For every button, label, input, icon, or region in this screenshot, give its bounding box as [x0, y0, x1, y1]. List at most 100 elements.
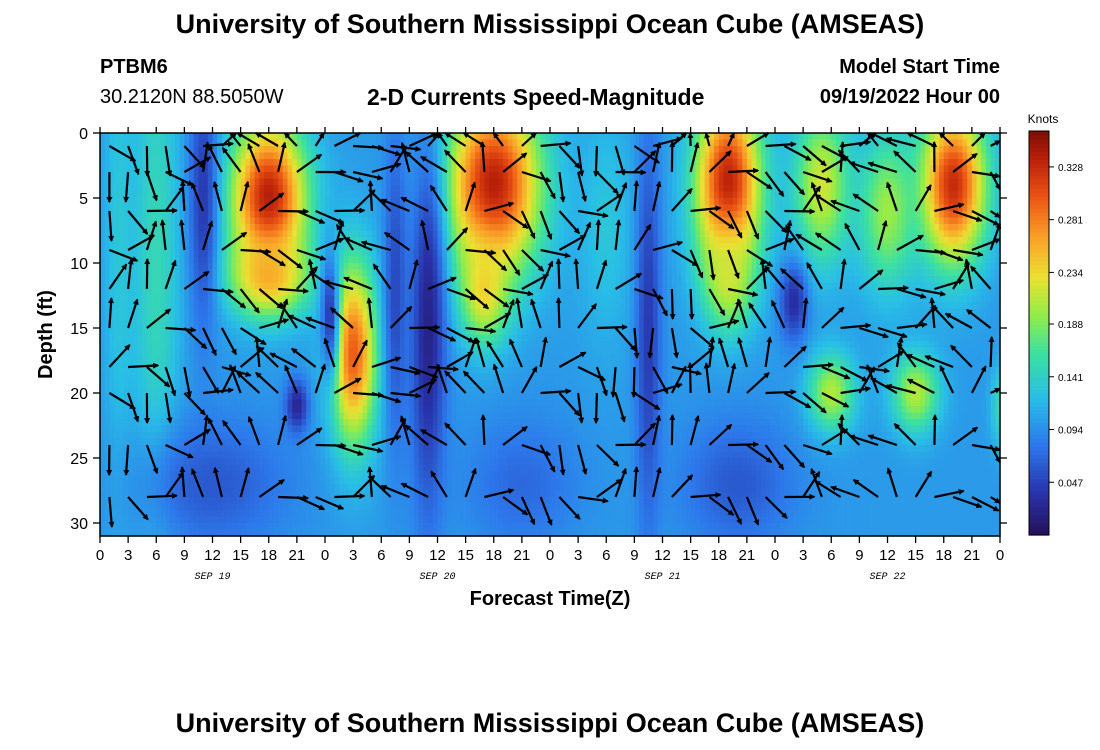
heat-cell	[193, 315, 200, 323]
heat-cell	[437, 328, 443, 336]
heat-cell	[362, 386, 368, 394]
heat-cell	[325, 419, 331, 427]
heat-cell	[414, 289, 420, 297]
heat-cell	[371, 315, 378, 323]
heat-cell	[451, 399, 457, 407]
heat-cell	[142, 341, 148, 349]
heat-cell	[296, 484, 303, 492]
heat-cell	[250, 334, 256, 342]
heat-cell	[414, 328, 420, 336]
heat-cell	[409, 250, 415, 258]
heat-cell	[189, 308, 195, 316]
heat-cell	[268, 269, 275, 277]
heat-cell	[404, 289, 410, 297]
heat-cell	[170, 516, 176, 524]
heat-cell	[470, 263, 476, 271]
heat-cell	[442, 146, 448, 154]
heat-cell	[114, 295, 120, 303]
heat-cell	[193, 263, 200, 271]
heat-cell	[310, 523, 317, 531]
heat-cell	[170, 146, 176, 154]
heat-cell	[353, 419, 359, 427]
heat-cell	[339, 243, 345, 251]
heat-cell	[142, 503, 148, 511]
heat-cell	[287, 510, 293, 518]
heat-cell	[400, 529, 406, 537]
heat-cell	[231, 178, 237, 186]
heat-cell	[179, 315, 185, 323]
heat-cell	[409, 529, 415, 537]
heat-cell	[446, 360, 453, 368]
heat-cell	[353, 237, 359, 245]
heat-cell	[104, 412, 110, 420]
heat-cell	[221, 308, 228, 316]
heat-cell	[170, 503, 176, 511]
heat-cell	[137, 393, 143, 401]
heat-cell	[404, 438, 410, 446]
heat-cell	[179, 295, 185, 303]
heat-cell	[165, 432, 171, 440]
heat-cell	[118, 315, 125, 323]
heat-cell	[432, 393, 439, 401]
heat-cell	[250, 360, 256, 368]
heat-cell	[409, 477, 415, 485]
heat-cell	[142, 139, 148, 147]
heat-cell	[170, 438, 176, 446]
heat-cell	[282, 510, 289, 518]
heat-cell	[339, 308, 345, 316]
heat-cell	[123, 367, 129, 375]
heat-cell	[315, 198, 321, 206]
heat-cell	[385, 354, 392, 362]
heat-cell	[329, 432, 335, 440]
heat-cell	[254, 191, 260, 199]
heat-cell	[254, 289, 260, 297]
heat-cell	[456, 191, 462, 199]
heat-cell	[343, 315, 350, 323]
heat-cell	[400, 282, 406, 290]
heat-cell	[395, 347, 401, 355]
heat-cell	[198, 451, 204, 459]
heat-cell	[160, 334, 167, 342]
heat-cell	[123, 308, 129, 316]
heat-cell	[404, 237, 410, 245]
heat-cell	[184, 263, 190, 271]
heat-cell	[325, 503, 331, 511]
heat-cell	[203, 289, 209, 297]
heat-cell	[442, 308, 448, 316]
heat-cell	[423, 523, 429, 531]
heat-cell	[320, 464, 326, 472]
heat-cell	[442, 321, 448, 329]
heat-cell	[175, 510, 181, 518]
heat-cell	[437, 490, 443, 498]
heat-cell	[409, 445, 415, 453]
heat-cell	[414, 406, 420, 414]
heat-cell	[418, 432, 425, 440]
heat-cell	[207, 198, 214, 206]
heat-cell	[221, 185, 228, 193]
heat-cell	[245, 373, 251, 381]
heat-cell	[395, 133, 401, 141]
heat-cell	[235, 354, 242, 362]
heat-cell	[465, 185, 471, 193]
heat-cell	[343, 471, 350, 479]
heat-cell	[329, 295, 335, 303]
heat-cell	[428, 230, 434, 238]
heat-cell	[137, 224, 143, 232]
heat-cell	[385, 386, 392, 394]
heat-cell	[301, 523, 307, 531]
heat-cell	[109, 276, 115, 284]
heat-cell	[203, 230, 209, 238]
heat-cell	[282, 269, 289, 277]
heat-cell	[278, 406, 284, 414]
heat-cell	[385, 360, 392, 368]
heat-cell	[245, 523, 251, 531]
heat-cell	[460, 484, 467, 492]
heat-cell	[114, 282, 120, 290]
heat-cell	[320, 432, 326, 440]
heat-cell	[353, 425, 359, 433]
heat-cell	[320, 282, 326, 290]
heat-cell	[100, 438, 106, 446]
heat-cell	[156, 464, 162, 472]
heat-cell	[409, 178, 415, 186]
heat-cell	[460, 516, 467, 524]
